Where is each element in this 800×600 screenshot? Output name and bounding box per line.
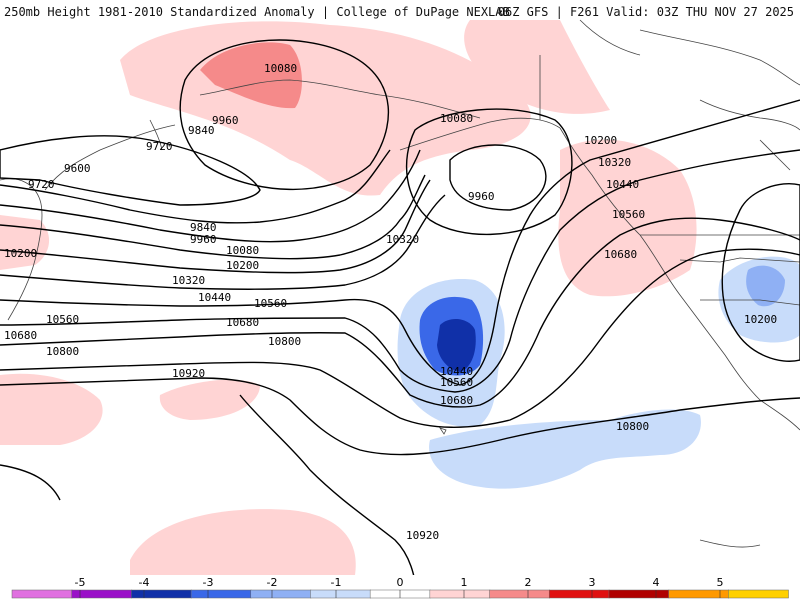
contour-label: 10440	[198, 291, 231, 304]
contour-label: 10080	[440, 112, 473, 125]
colorbar-swatch	[131, 589, 192, 599]
contour-label: 10560	[254, 297, 287, 310]
contour-label: 9720	[28, 178, 55, 191]
contour-label: 10920	[172, 367, 205, 380]
contour-label: 10440	[440, 365, 473, 378]
colorbar-tick-label: 0	[397, 576, 404, 589]
colorbar-tick-label: -2	[267, 576, 278, 589]
contour-labels: 10080 9960 9840 9720 9600 9720 10080 996…	[4, 62, 777, 542]
colorbar-tick-label: 1	[461, 576, 468, 589]
colorbar-tick-label: -5	[75, 576, 86, 589]
colorbar-swatch	[71, 589, 133, 599]
contour-label: 9840	[188, 124, 215, 137]
contour-label: 9960	[468, 190, 495, 203]
contour-label: 10200	[4, 247, 37, 260]
coastlines	[0, 19, 800, 548]
colorbar-swatch	[489, 589, 550, 599]
contour-label: 10680	[226, 316, 259, 329]
model-run-info: 06Z GFS | F261 Valid: 03Z THU NOV 27 202…	[497, 5, 794, 19]
contour-label: 10680	[440, 394, 473, 407]
colorbar-tick-label: 2	[525, 576, 532, 589]
colorbar-swatch	[310, 589, 371, 599]
colorbar-swatch	[11, 589, 73, 599]
negative-anomaly-areas	[397, 256, 800, 489]
colorbar-swatch	[250, 589, 312, 599]
contour-label: 10200	[584, 134, 617, 147]
contour-label: 10080	[264, 62, 297, 75]
contour-label: 10320	[172, 274, 205, 287]
contour-label: 10200	[744, 313, 777, 326]
contour-label: 9720	[146, 140, 173, 153]
colorbar-tick-label: 4	[653, 576, 660, 589]
colorbar-swatch	[548, 589, 610, 599]
contour-label: 10560	[46, 313, 79, 326]
contour-label: 10920	[406, 529, 439, 542]
colorbar-tick-label: -1	[331, 576, 342, 589]
colorbar-tick-label: 3	[589, 576, 596, 589]
contour-label: 10800	[616, 420, 649, 433]
contour-label: 10200	[226, 259, 259, 272]
contour-label: 10080	[226, 244, 259, 257]
contour-label: 9840	[190, 221, 217, 234]
contour-label: 10800	[268, 335, 301, 348]
colorbar-swatch	[429, 589, 491, 599]
contour-label: 10560	[612, 208, 645, 221]
contour-label: 10800	[46, 345, 79, 358]
contour-label: 10680	[604, 248, 637, 261]
colorbar-tick-label: -3	[203, 576, 214, 589]
colorbar-swatch	[728, 589, 789, 599]
contour-label: 10680	[4, 329, 37, 342]
colorbar: -5 -4 -3 -2 -1 0 1 2 3 4 5	[0, 575, 800, 600]
contour-label: 9960	[212, 114, 239, 127]
colorbar-tick-label: 5	[717, 576, 724, 589]
map-title: 250mb Height 1981-2010 Standardized Anom…	[4, 5, 510, 19]
contour-label: 9600	[64, 162, 91, 175]
colorbar-swatch	[190, 589, 252, 599]
contour-label: 10440	[606, 178, 639, 191]
contour-label: 10320	[386, 233, 419, 246]
contour-label: 10560	[440, 376, 473, 389]
height-contours	[0, 39, 800, 600]
colorbar-swatch	[608, 589, 670, 599]
positive-anomaly-areas	[0, 20, 697, 575]
colorbar-tick-label: -4	[139, 576, 150, 589]
contour-label: 10320	[598, 156, 631, 169]
contour-label: 9960	[190, 233, 217, 246]
